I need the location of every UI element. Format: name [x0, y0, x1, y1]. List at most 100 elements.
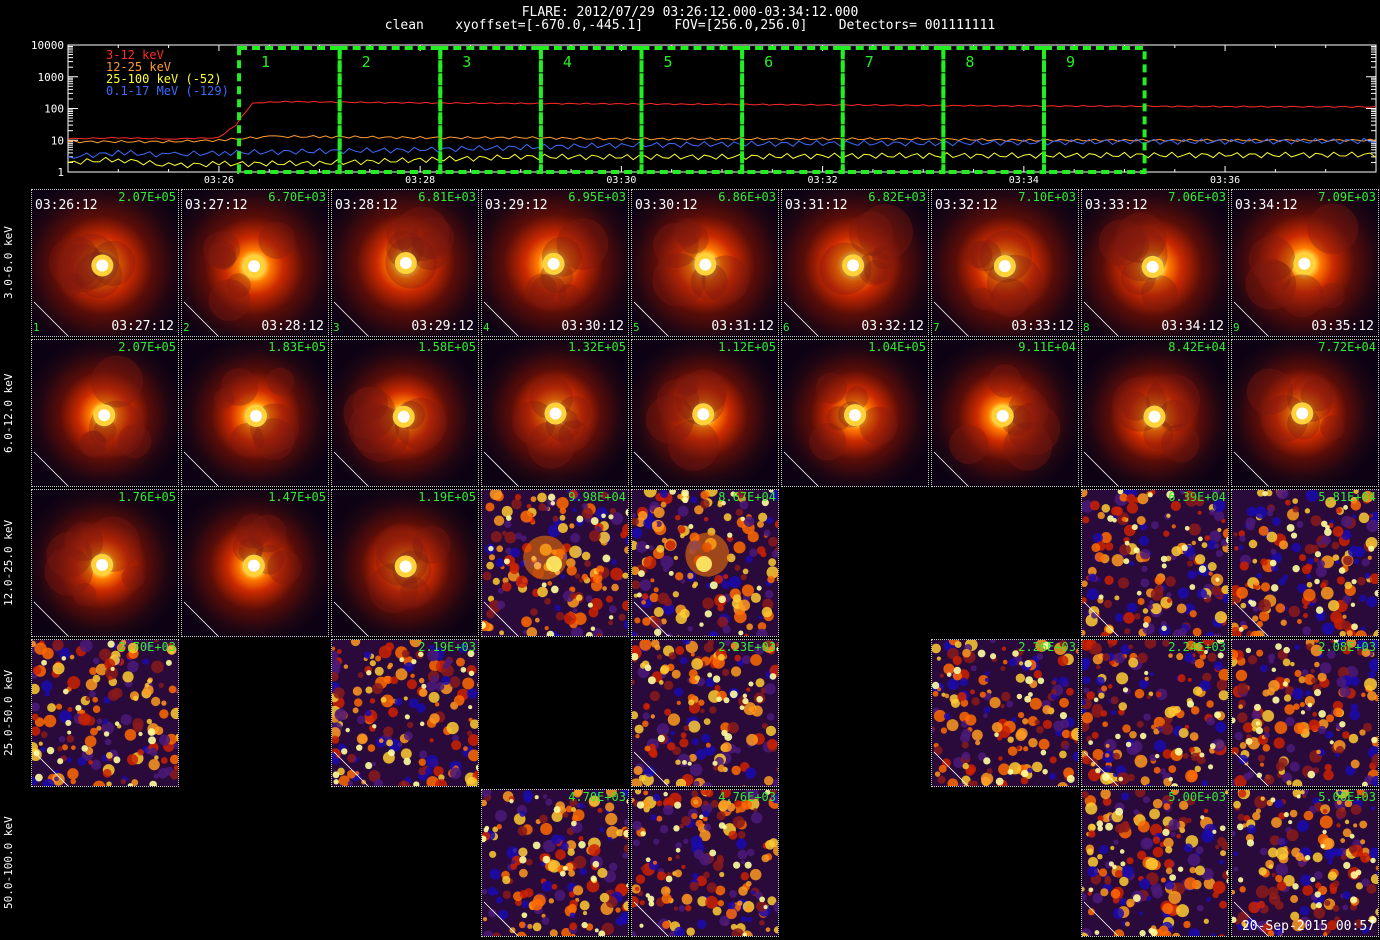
orientation-line: [1083, 901, 1119, 936]
source-image: [932, 340, 1078, 486]
source-image: [1232, 190, 1378, 336]
peak-value-label: 5.00E+03: [1318, 790, 1376, 804]
peak-value-label: 1.76E+05: [118, 490, 176, 504]
interval-box: [1041, 46, 1147, 174]
peak-value-label: 1.83E+05: [268, 340, 326, 354]
image-panel: 2.08E+03: [1231, 639, 1379, 787]
image-panel: 7.10E+03 03:32:12 03:33:12 7: [931, 189, 1079, 337]
interval-index: 6: [783, 321, 790, 334]
interval-start-time: 03:26:12: [35, 198, 98, 213]
interval-index: 2: [183, 321, 190, 334]
interval-end-time: 03:35:12: [1311, 319, 1374, 334]
series-line: [67, 137, 1377, 159]
peak-value-label: 5.00E+03: [1168, 790, 1226, 804]
legend-entry: 12-25 keV: [106, 60, 171, 74]
peak-value-label: 9.11E+04: [1018, 340, 1076, 354]
image-panel: 1.47E+05: [181, 489, 329, 637]
peak-value-label: 4.70E+03: [568, 790, 626, 804]
image-panel: 8.67E+04: [631, 489, 779, 637]
peak-value-label: 2.23E+03: [718, 640, 776, 654]
peak-value-label: 7.72E+04: [1318, 340, 1376, 354]
noise-image: [632, 640, 778, 786]
image-panel: 5.00E+03 20-Sep-2015 00:57: [1231, 789, 1379, 937]
image-panel: 9.11E+04: [931, 339, 1079, 487]
source-image: [332, 490, 478, 636]
peak-value-label: 2.24E+03: [1168, 640, 1226, 654]
orientation-line: [333, 601, 369, 636]
orientation-line: [483, 301, 519, 336]
interval-box: [438, 46, 543, 174]
source-image: [332, 340, 478, 486]
interval-label: 4: [563, 53, 572, 71]
peak-value-label: 9.98E+04: [568, 490, 626, 504]
noise-image: [1082, 790, 1228, 936]
interval-label: 1: [261, 53, 270, 71]
x-tick-label: 03:32: [808, 175, 838, 186]
source-image: [1082, 190, 1228, 336]
interval-end-time: 03:29:12: [411, 319, 474, 334]
interval-box: [840, 46, 946, 174]
peak-value-label: 7.10E+03: [1018, 190, 1076, 204]
source-image: [332, 190, 478, 336]
lightcurve-plot: 1 10 100 1000 10000 03:26 03:28 03:30 03:32 03:34…: [31, 39, 1377, 186]
y-tick-label: 10000: [31, 39, 64, 52]
image-panel: 6.95E+03 03:29:12 03:30:12 4: [481, 189, 629, 337]
orientation-line: [183, 451, 219, 486]
interval-index: 4: [483, 321, 490, 334]
peak-value-label: 4.76E+03: [718, 790, 776, 804]
interval-box: [538, 46, 644, 174]
image-panel: 4.70E+03: [481, 789, 629, 937]
source-image: [32, 190, 178, 336]
plot-subtitle: clean xyoffset=[-670.0,-445.1] FOV=[256.…: [384, 18, 996, 33]
interval-index: 7: [933, 321, 940, 334]
x-tick-label: 03:36: [1210, 175, 1240, 186]
orientation-line: [483, 451, 519, 486]
interval-box: [941, 46, 1046, 174]
orientation-line: [33, 301, 69, 336]
orientation-line: [633, 901, 669, 936]
interval-index: 3: [333, 321, 340, 334]
energy-band-label: 12.0-25.0 keV: [2, 519, 15, 607]
orientation-line: [783, 451, 819, 486]
image-panel: 1.19E+05: [331, 489, 479, 637]
interval-index: 5: [633, 321, 640, 334]
date-stamp: 20-Sep-2015 00:57: [1241, 919, 1375, 934]
interval-index: 9: [1233, 321, 1240, 334]
peak-value-label: 8.42E+04: [1168, 340, 1226, 354]
interval-end-time: 03:33:12: [1011, 319, 1074, 334]
interval-start-time: 03:29:12: [485, 198, 548, 213]
noise-image: [482, 490, 628, 636]
orientation-line: [1083, 451, 1119, 486]
interval-box: [237, 46, 342, 174]
image-panel: 4.76E+03: [631, 789, 779, 937]
source-image: [932, 190, 1078, 336]
y-tick-label: 1000: [38, 71, 65, 84]
source-image: [632, 340, 778, 486]
legend-entry: 0.1-17 MeV (-129): [106, 84, 229, 98]
interval-label: 2: [362, 53, 371, 71]
peak-value-label: 6.70E+03: [268, 190, 326, 204]
series-line: [67, 134, 1377, 144]
energy-band-label: 3.0-6.0 keV: [2, 226, 15, 300]
image-panel: 2.07E+05: [31, 339, 179, 487]
peak-value-label: 2.07E+05: [118, 190, 176, 204]
image-panel: 2.26E+03: [931, 639, 1079, 787]
peak-value-label: 2.07E+05: [118, 340, 176, 354]
source-image: [782, 340, 928, 486]
image-panel: 7.72E+04: [1231, 339, 1379, 487]
x-tick-label: 03:28: [405, 175, 435, 186]
orientation-line: [33, 751, 69, 786]
orientation-line: [1083, 751, 1119, 786]
energy-band-label: 25.0-50.0 keV: [2, 669, 15, 757]
image-panel: 2.07E+05 03:26:12 03:27:12 1: [31, 189, 179, 337]
peak-value-label: 1.19E+05: [418, 490, 476, 504]
orientation-line: [933, 451, 969, 486]
peak-value-label: 1.04E+05: [868, 340, 926, 354]
legend-entry: 3-12 keV: [106, 48, 164, 62]
interval-label: 7: [865, 53, 874, 71]
y-tick-label: 10: [51, 134, 64, 147]
orientation-line: [633, 751, 669, 786]
image-panel: 1.58E+05: [331, 339, 479, 487]
image-panel: 9.98E+04: [481, 489, 629, 637]
image-panel: 5.81E+04: [1231, 489, 1379, 637]
